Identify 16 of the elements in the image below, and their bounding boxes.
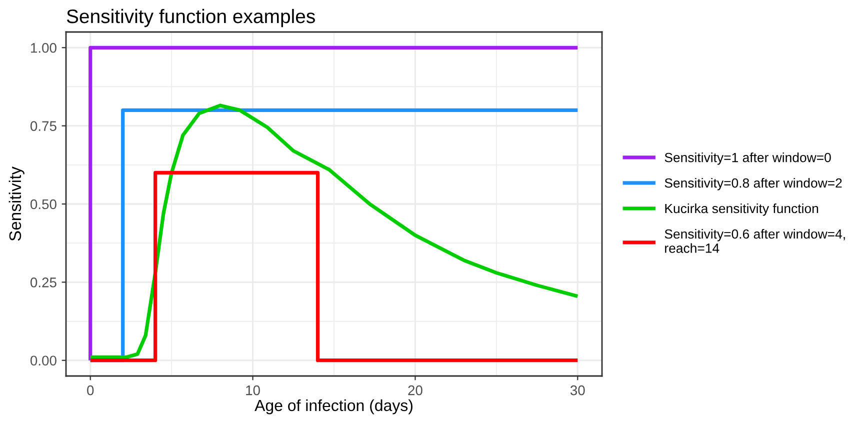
legend-label: Sensitivity=0.8 after window=2 <box>664 178 842 190</box>
y-tick-label: 0.75 <box>30 121 56 131</box>
y-axis-title: Sensitivity <box>8 166 24 241</box>
legend-label: Kucirka sensitivity function <box>665 203 818 216</box>
x-tick-label: 10 <box>246 385 260 396</box>
y-tick-label: 0.00 <box>30 356 56 366</box>
y-tick-label: 0.50 <box>30 199 56 210</box>
legend-label: Sensitivity=1 after window=0 <box>664 152 831 165</box>
x-axis-title: Age of infection (days) <box>254 399 412 414</box>
chart-title: Sensitivity function examples <box>66 8 315 28</box>
y-tick-label: 0.25 <box>30 278 56 288</box>
legend-label: Sensitivity=0.6 after window=4, reach=14 <box>664 228 845 253</box>
y-tick-label: 1.00 <box>31 42 56 53</box>
x-tick-label: 20 <box>408 385 422 396</box>
x-tick-label: 0 <box>87 385 94 396</box>
x-tick-label: 30 <box>570 385 585 396</box>
